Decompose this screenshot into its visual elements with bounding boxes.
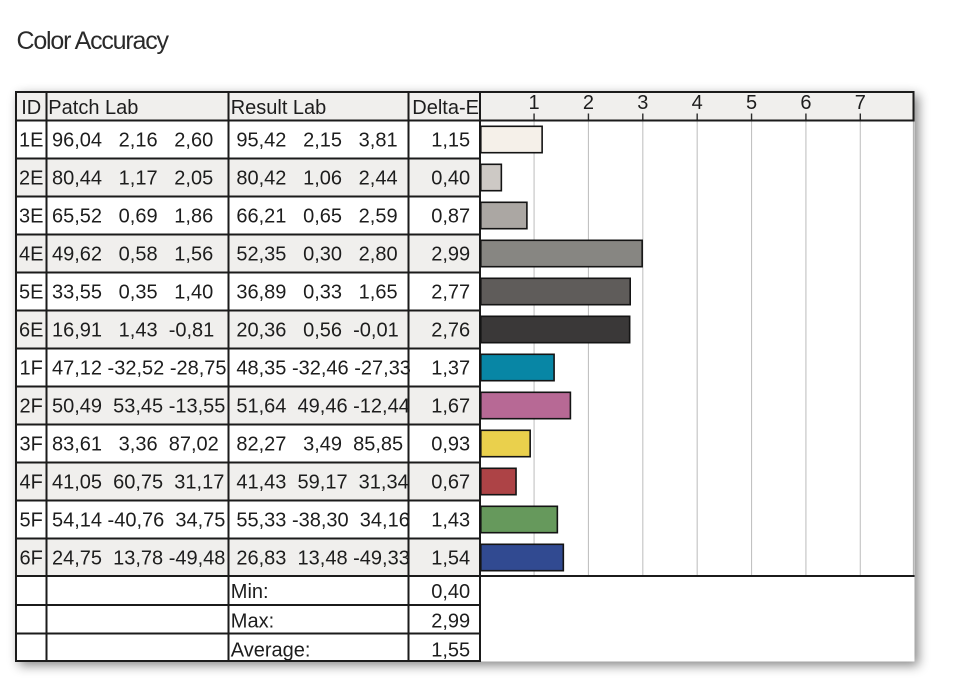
svg-text:6: 6	[800, 92, 811, 114]
svg-text:1,37: 1,37	[431, 358, 470, 380]
svg-text:16,91 1,43 -0,81: 16,91 1,43 -0,81	[46, 320, 214, 342]
svg-text:1E: 1E	[19, 130, 43, 152]
svg-text:3E: 3E	[19, 206, 43, 228]
svg-text:Min:: Min:	[231, 581, 269, 603]
svg-text:50,49 53,45 -13,55: 50,49 53,45 -13,55	[46, 396, 225, 418]
svg-text:Average:: Average:	[231, 640, 311, 662]
svg-text:36,89 0,33 1,65: 36,89 0,33 1,65	[231, 282, 398, 304]
svg-text:41,43 59,17 31,34: 41,43 59,17 31,34	[231, 472, 409, 494]
svg-text:1,67: 1,67	[431, 396, 470, 418]
svg-text:4F: 4F	[20, 472, 43, 494]
svg-text:5E: 5E	[19, 282, 43, 304]
svg-text:2F: 2F	[20, 396, 43, 418]
svg-text:1,43: 1,43	[431, 510, 470, 532]
svg-text:3: 3	[637, 92, 648, 114]
svg-text:33,55 0,35 1,40: 33,55 0,35 1,40	[46, 282, 213, 304]
svg-text:Max:: Max:	[231, 611, 274, 633]
svg-text:83,61 3,36 87,02: 83,61 3,36 87,02	[46, 434, 218, 456]
svg-text:Color Accuracy: Color Accuracy	[17, 27, 170, 55]
svg-text:0,40: 0,40	[431, 168, 470, 190]
svg-text:6F: 6F	[20, 548, 43, 570]
svg-text:82,27 3,49 85,85: 82,27 3,49 85,85	[231, 434, 403, 456]
svg-text:4: 4	[692, 92, 703, 114]
svg-text:2E: 2E	[19, 168, 43, 190]
svg-text:54,14 -40,76 34,75: 54,14 -40,76 34,75	[46, 510, 225, 532]
svg-text:65,52 0,69 1,86: 65,52 0,69 1,86	[46, 206, 213, 228]
svg-text:80,42 1,06 2,44: 80,42 1,06 2,44	[231, 168, 398, 190]
svg-text:Patch Lab: Patch Lab	[48, 97, 138, 119]
svg-text:5: 5	[746, 92, 757, 114]
svg-text:0,67: 0,67	[431, 472, 470, 494]
svg-text:2: 2	[583, 92, 594, 114]
svg-text:96,04 2,16 2,60: 96,04 2,16 2,60	[46, 130, 213, 152]
svg-text:2,99: 2,99	[431, 244, 470, 266]
svg-text:7: 7	[855, 92, 866, 114]
svg-text:1,15: 1,15	[431, 130, 470, 152]
svg-text:ID: ID	[21, 97, 41, 119]
svg-text:24,75 13,78 -49,48: 24,75 13,78 -49,48	[46, 548, 225, 570]
svg-text:1,55: 1,55	[431, 640, 470, 662]
svg-text:95,42 2,15 3,81: 95,42 2,15 3,81	[231, 130, 398, 152]
svg-text:51,64 49,46 -12,44: 51,64 49,46 -12,44	[231, 396, 410, 418]
svg-text:20,36 0,56 -0,01: 20,36 0,56 -0,01	[231, 320, 399, 342]
svg-text:2,99: 2,99	[431, 611, 470, 633]
svg-text:1,54: 1,54	[431, 548, 470, 570]
svg-text:1F: 1F	[20, 358, 43, 380]
svg-text:0,40: 0,40	[431, 581, 470, 603]
svg-text:48,35 -32,46 -27,33: 48,35 -32,46 -27,33	[231, 358, 411, 380]
svg-text:80,44 1,17 2,05: 80,44 1,17 2,05	[46, 168, 213, 190]
svg-text:6E: 6E	[19, 320, 43, 342]
svg-text:Delta-E: Delta-E	[412, 97, 479, 119]
svg-text:66,21 0,65 2,59: 66,21 0,65 2,59	[231, 206, 398, 228]
svg-text:1: 1	[529, 92, 540, 114]
svg-text:52,35 0,30 2,80: 52,35 0,30 2,80	[231, 244, 398, 266]
svg-text:4E: 4E	[19, 244, 43, 266]
svg-text:3F: 3F	[20, 434, 43, 456]
svg-text:Result Lab: Result Lab	[231, 97, 327, 119]
svg-text:0,93: 0,93	[431, 434, 470, 456]
svg-text:2,77: 2,77	[431, 282, 470, 304]
svg-text:5F: 5F	[20, 510, 43, 532]
svg-text:55,33 -38,30 34,16: 55,33 -38,30 34,16	[231, 510, 410, 532]
svg-text:47,12 -32,52 -28,75: 47,12 -32,52 -28,75	[46, 358, 226, 380]
svg-text:2,76: 2,76	[431, 320, 470, 342]
svg-text:49,62 0,58 1,56: 49,62 0,58 1,56	[46, 244, 213, 266]
svg-text:41,05 60,75 31,17: 41,05 60,75 31,17	[46, 472, 224, 494]
svg-text:26,83 13,48 -49,33: 26,83 13,48 -49,33	[231, 548, 410, 570]
svg-text:0,87: 0,87	[431, 206, 470, 228]
